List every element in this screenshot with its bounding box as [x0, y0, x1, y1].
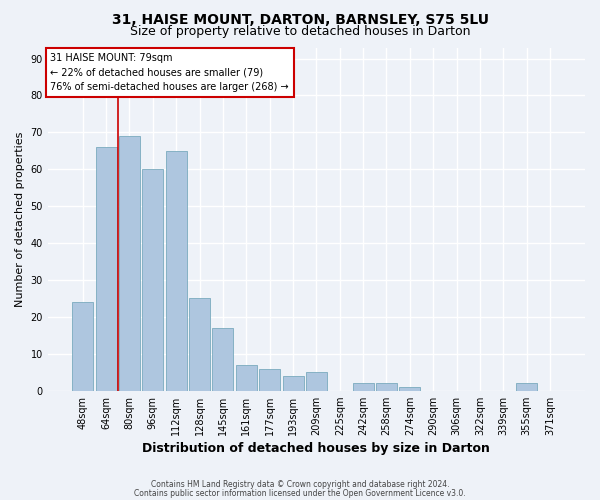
Bar: [166, 151, 187, 390]
Bar: [95, 147, 116, 390]
Bar: [400, 387, 421, 390]
Bar: [353, 384, 374, 390]
Bar: [306, 372, 327, 390]
Y-axis label: Number of detached properties: Number of detached properties: [15, 132, 25, 307]
Bar: [283, 376, 304, 390]
Bar: [376, 384, 397, 390]
Bar: [189, 298, 210, 390]
Bar: [516, 384, 537, 390]
Bar: [119, 136, 140, 390]
Text: Contains HM Land Registry data © Crown copyright and database right 2024.: Contains HM Land Registry data © Crown c…: [151, 480, 449, 489]
Bar: [236, 365, 257, 390]
Bar: [212, 328, 233, 390]
Text: 31 HAISE MOUNT: 79sqm
← 22% of detached houses are smaller (79)
76% of semi-deta: 31 HAISE MOUNT: 79sqm ← 22% of detached …: [50, 52, 289, 92]
Text: Contains public sector information licensed under the Open Government Licence v3: Contains public sector information licen…: [134, 488, 466, 498]
Bar: [72, 302, 93, 390]
Bar: [142, 170, 163, 390]
Text: Size of property relative to detached houses in Darton: Size of property relative to detached ho…: [130, 25, 470, 38]
Text: 31, HAISE MOUNT, DARTON, BARNSLEY, S75 5LU: 31, HAISE MOUNT, DARTON, BARNSLEY, S75 5…: [112, 12, 488, 26]
X-axis label: Distribution of detached houses by size in Darton: Distribution of detached houses by size …: [142, 442, 490, 455]
Bar: [259, 368, 280, 390]
